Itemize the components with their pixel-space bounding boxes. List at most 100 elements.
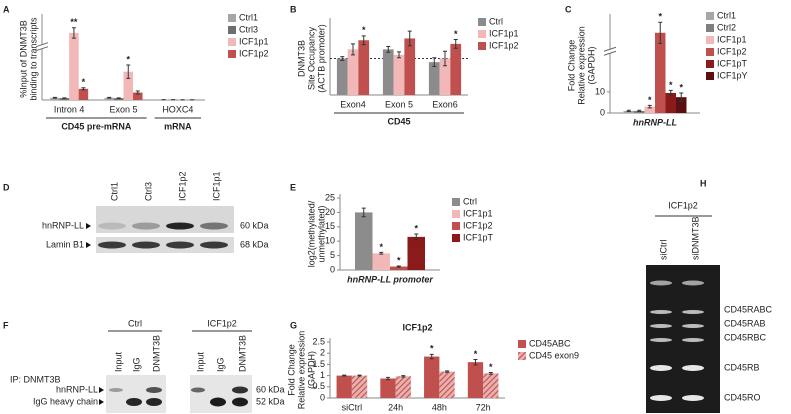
legend-label: ICF1p1 <box>239 36 269 46</box>
bar <box>113 98 124 100</box>
band <box>650 395 672 401</box>
error-bar <box>414 233 419 241</box>
legend-label: Ctrl2 <box>717 22 736 32</box>
legend-label: ICF1p2 <box>717 46 747 56</box>
right-label: 60 kDa <box>256 384 285 394</box>
error-bar <box>637 109 642 113</box>
legend-swatch <box>706 12 714 20</box>
significance: * <box>414 223 418 233</box>
error-bar <box>81 87 86 91</box>
group-label: CD45 <box>387 116 410 126</box>
arrow <box>99 399 104 405</box>
legend-swatch <box>452 198 460 206</box>
significance: * <box>648 95 652 105</box>
y-tick-label: 10 <box>595 86 605 96</box>
blot-title: ICF1p2 <box>668 200 698 210</box>
band <box>650 365 672 371</box>
bar <box>123 71 134 100</box>
bar <box>78 88 89 100</box>
bar <box>358 40 370 95</box>
legend-label: CD45ABC <box>529 338 571 348</box>
y-axis-label: Relative expression <box>296 331 306 410</box>
panel-letter: F <box>3 320 9 330</box>
band <box>200 222 228 230</box>
legend-swatch <box>478 18 486 26</box>
band <box>200 241 228 249</box>
y-tick-label: 0 <box>330 264 335 274</box>
y-axis-label: Relative expression <box>576 26 586 105</box>
band <box>232 386 248 394</box>
y-axis-label: Fold Change <box>286 344 296 396</box>
error-bar <box>385 376 390 381</box>
legend-swatch <box>518 352 526 360</box>
error-bar <box>445 370 450 373</box>
bar <box>404 38 416 95</box>
axis-break <box>35 42 49 48</box>
y-axis-label: log2(methylated/ <box>306 200 316 267</box>
bar <box>395 376 411 398</box>
legend-swatch <box>706 72 714 80</box>
bar <box>133 92 143 100</box>
legend-swatch <box>228 38 236 46</box>
bar <box>439 58 451 95</box>
legend-swatch <box>452 222 460 230</box>
error-bar <box>658 21 663 44</box>
x-tick-label: hnRNP-LL <box>633 117 677 127</box>
band <box>98 241 126 249</box>
error-bar <box>488 371 493 375</box>
legend-label: ICF1p1 <box>489 28 519 38</box>
panel-letter: C <box>565 4 572 14</box>
bar <box>69 32 79 101</box>
significance: * <box>489 362 493 372</box>
bar <box>428 62 440 95</box>
significance: * <box>126 54 130 64</box>
bar <box>355 212 373 270</box>
significance: * <box>82 77 86 87</box>
band <box>146 398 162 406</box>
group-label: Ctrl <box>128 318 142 328</box>
legend-swatch <box>706 24 714 32</box>
error-bar <box>453 39 458 49</box>
band <box>132 241 160 249</box>
band <box>132 222 160 230</box>
y-axis-label: unmethylated) <box>316 205 326 262</box>
lane-label: Ctrl1 <box>109 182 119 201</box>
significance: * <box>669 80 673 90</box>
left-label: hnRNP-LL <box>42 220 84 230</box>
legend-swatch <box>452 234 460 242</box>
y-axis-label: (ACTB promoter) <box>316 24 326 93</box>
significance: * <box>430 344 434 354</box>
error-bar <box>361 35 366 46</box>
legend-label: ICF1pY <box>717 70 748 80</box>
y-axis-label: (GAPDH) <box>586 46 596 84</box>
lane-label: IgG <box>215 357 225 372</box>
error-bar <box>357 374 362 377</box>
bar <box>382 49 394 95</box>
arrow <box>86 242 91 248</box>
x-tick-label: Intron 4 <box>54 104 85 114</box>
error-bar <box>116 97 121 99</box>
lane-label: ICF1p2 <box>177 171 187 201</box>
panel-letter: B <box>290 4 297 14</box>
y-axis-label: %Input of DNMT3B <box>18 20 28 98</box>
legend-swatch <box>518 340 526 348</box>
panel-letter: E <box>290 182 296 192</box>
significance: * <box>362 25 366 35</box>
axis-break <box>35 46 49 52</box>
lane-label: ICF1p1 <box>211 171 221 201</box>
error-bar <box>668 89 673 96</box>
legend-swatch <box>706 60 714 68</box>
error-bar <box>71 27 76 39</box>
bar <box>380 378 396 398</box>
legend-label: ICF1p2 <box>489 40 519 50</box>
error-bar <box>432 57 437 68</box>
significance: ** <box>70 17 78 27</box>
error-bar <box>340 56 345 61</box>
band-label: CD45RB <box>724 362 760 372</box>
legend-swatch <box>478 42 486 50</box>
legend-label: ICF1pT <box>717 58 748 68</box>
bar <box>467 362 484 398</box>
legend-swatch <box>228 26 236 34</box>
legend-label: ICF1p2 <box>463 220 493 230</box>
right-label: 68 kDa <box>240 239 269 249</box>
